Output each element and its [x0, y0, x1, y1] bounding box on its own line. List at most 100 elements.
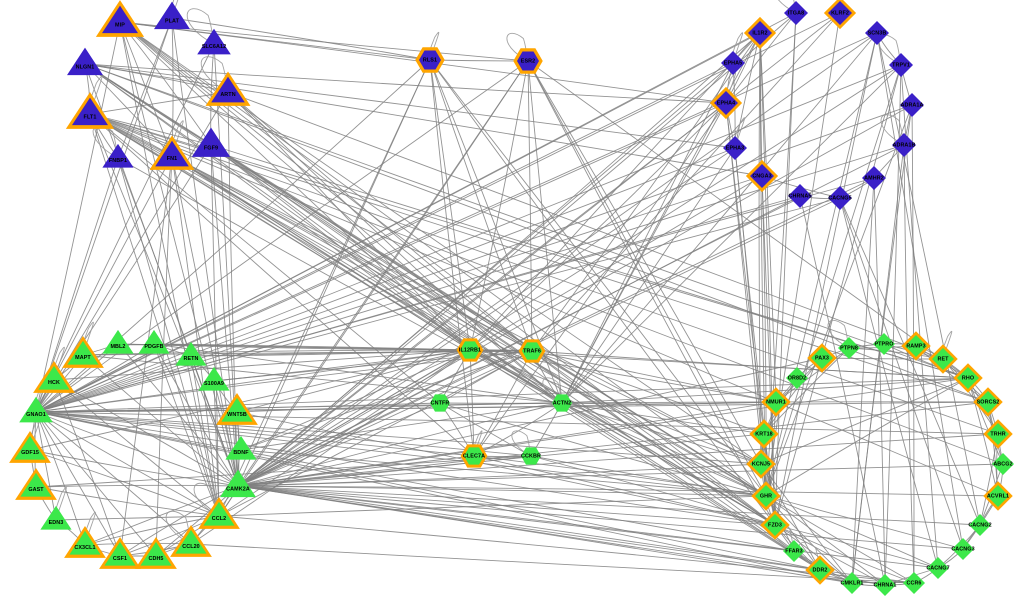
graph-node[interactable]: ESR2	[513, 48, 543, 74]
graph-node[interactable]: EDN3	[40, 505, 72, 530]
node-triangle[interactable]	[175, 341, 207, 366]
graph-node[interactable]: S100A9	[198, 366, 230, 391]
node-triangle[interactable]	[14, 435, 46, 460]
graph-node[interactable]: CACNG2	[968, 514, 992, 536]
graph-node[interactable]: CCR6	[903, 572, 925, 594]
graph-node[interactable]: FN1	[149, 135, 195, 170]
node-triangle[interactable]	[40, 505, 72, 530]
graph-node[interactable]: CNGA3	[745, 159, 779, 193]
node-triangle[interactable]	[220, 469, 256, 498]
node-triangle[interactable]	[67, 47, 103, 76]
node-hexagon[interactable]	[464, 447, 484, 465]
node-hexagon[interactable]	[517, 51, 539, 71]
node-diamond[interactable]	[748, 21, 772, 45]
node-diamond[interactable]	[873, 333, 895, 355]
node-diamond[interactable]	[828, 186, 852, 210]
node-triangle[interactable]	[221, 397, 253, 422]
node-diamond[interactable]	[750, 164, 774, 188]
node-diamond[interactable]	[892, 133, 916, 157]
node-diamond[interactable]	[862, 166, 886, 190]
graph-node[interactable]: MAPT	[62, 335, 104, 368]
graph-node[interactable]: FGF9	[191, 127, 231, 157]
node-triangle[interactable]	[198, 366, 230, 391]
node-diamond[interactable]	[987, 423, 1009, 445]
node-diamond[interactable]	[905, 335, 927, 357]
node-triangle[interactable]	[104, 541, 136, 566]
graph-node[interactable]: CHRNA5	[788, 184, 812, 208]
graph-node[interactable]: TRHR	[983, 419, 1013, 449]
node-diamond[interactable]	[750, 453, 772, 475]
graph-node[interactable]: RET	[928, 344, 958, 374]
graph-node[interactable]: ACVRL1	[983, 481, 1013, 511]
graph-node[interactable]: CHRNA1	[873, 574, 896, 596]
graph-node[interactable]: MBL2	[102, 329, 134, 354]
node-triangle[interactable]	[211, 76, 245, 103]
node-diamond[interactable]	[865, 21, 889, 45]
graph-node[interactable]: RLS1	[415, 47, 445, 73]
node-diamond[interactable]	[809, 559, 831, 581]
node-triangle[interactable]	[69, 530, 101, 555]
node-diamond[interactable]	[838, 337, 860, 359]
graph-node[interactable]: GHR	[751, 481, 781, 511]
node-diamond[interactable]	[788, 184, 812, 208]
node-hexagon[interactable]	[460, 341, 480, 359]
node-triangle[interactable]	[140, 541, 172, 566]
node-diamond[interactable]	[957, 367, 979, 389]
graph-node[interactable]: PDGFB	[138, 329, 170, 354]
graph-node[interactable]: GNAO1	[19, 396, 53, 423]
node-triangle[interactable]	[203, 501, 235, 526]
node-hexagon[interactable]	[522, 342, 542, 360]
node-diamond[interactable]	[900, 93, 924, 117]
node-diamond[interactable]	[903, 572, 925, 594]
node-diamond[interactable]	[784, 1, 808, 25]
node-diamond[interactable]	[765, 391, 787, 413]
node-diamond[interactable]	[721, 51, 745, 75]
graph-node[interactable]: CSF1	[99, 536, 141, 569]
node-diamond[interactable]	[714, 91, 738, 115]
graph-node[interactable]: FLT1	[65, 92, 115, 129]
node-triangle[interactable]	[191, 127, 231, 157]
graph-node[interactable]: CCL2	[198, 496, 240, 529]
node-diamond[interactable]	[828, 1, 852, 25]
node-diamond[interactable]	[977, 391, 999, 413]
node-diamond[interactable]	[952, 538, 974, 560]
graph-node[interactable]: ADRA1A	[900, 93, 924, 117]
node-diamond[interactable]	[723, 136, 747, 160]
node-diamond[interactable]	[764, 514, 786, 536]
node-diamond[interactable]	[987, 485, 1009, 507]
node-triangle[interactable]	[67, 340, 99, 365]
node-diamond[interactable]	[755, 485, 777, 507]
node-triangle[interactable]	[19, 396, 53, 423]
node-triangle[interactable]	[72, 97, 108, 126]
graph-node[interactable]: MIP	[95, 0, 145, 37]
node-diamond[interactable]	[874, 574, 896, 596]
graph-node[interactable]: NMUR1	[761, 387, 791, 417]
graph-node[interactable]: PLAT	[154, 1, 190, 30]
node-diamond[interactable]	[811, 347, 833, 369]
node-triangle[interactable]	[175, 529, 207, 554]
node-diamond[interactable]	[889, 53, 913, 77]
node-triangle[interactable]	[38, 365, 70, 390]
node-triangle[interactable]	[102, 329, 134, 354]
graph-node[interactable]: RHO	[953, 363, 983, 393]
graph-node[interactable]: SCN3B	[865, 21, 889, 45]
node-diamond[interactable]	[841, 572, 863, 594]
node-triangle[interactable]	[154, 1, 190, 30]
graph-node[interactable]: DDR2	[805, 555, 835, 585]
node-hexagon[interactable]	[430, 394, 450, 412]
node-triangle[interactable]	[102, 5, 138, 34]
graph-node[interactable]: NLGN1	[67, 47, 103, 76]
node-triangle[interactable]	[225, 435, 257, 460]
node-hexagon[interactable]	[419, 50, 441, 70]
node-diamond[interactable]	[992, 453, 1014, 475]
node-diamond[interactable]	[969, 514, 991, 536]
node-diamond[interactable]	[927, 557, 949, 579]
node-diamond[interactable]	[753, 423, 775, 445]
node-diamond[interactable]	[932, 348, 954, 370]
node-triangle[interactable]	[102, 143, 134, 168]
node-diamond[interactable]	[786, 367, 808, 389]
node-triangle[interactable]	[197, 28, 231, 55]
node-triangle[interactable]	[20, 472, 52, 497]
